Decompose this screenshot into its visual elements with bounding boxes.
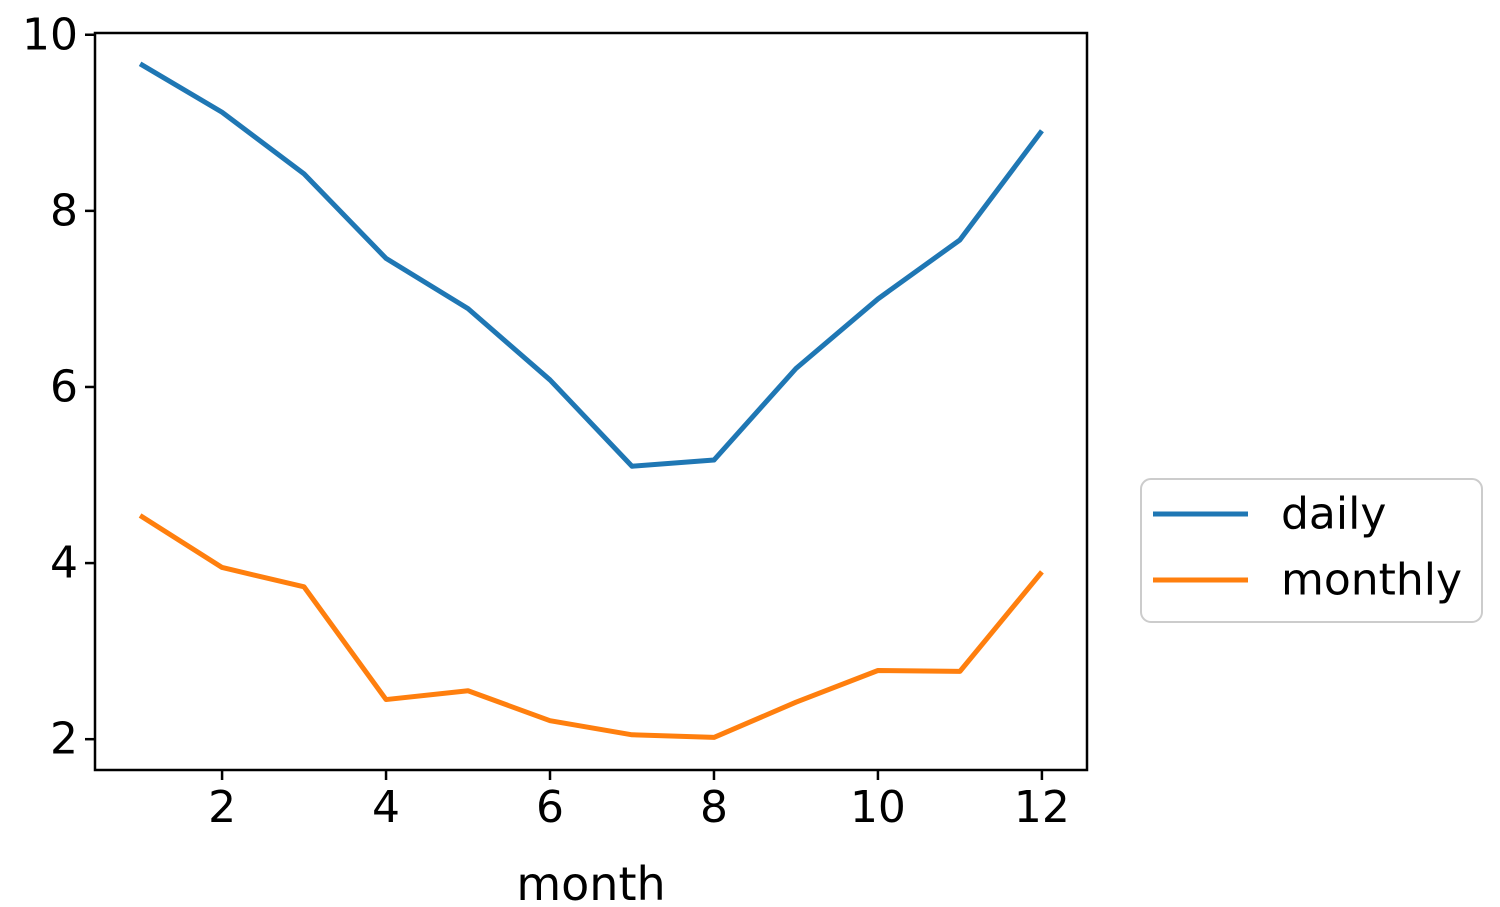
x-tick-label: 4 (372, 782, 400, 833)
daily-line (138, 61, 1044, 469)
y-tick-label: 2 (50, 714, 78, 765)
legend-monthly-label: monthly (1281, 555, 1462, 606)
y-tick-label: 10 (22, 9, 78, 60)
x-tick-label: 8 (700, 782, 728, 833)
plot-area (95, 33, 1087, 770)
y-tick-label: 6 (50, 361, 78, 412)
y-tick-label: 8 (50, 185, 78, 236)
x-tick-label: 12 (1014, 782, 1070, 833)
x-tick-label: 6 (536, 782, 564, 833)
y-tick-label: 4 (50, 538, 78, 589)
axes-spines (93, 31, 1089, 772)
x-tick-label: 2 (208, 782, 236, 833)
legend-daily-label: daily (1281, 489, 1386, 540)
monthly-line (138, 513, 1044, 740)
x-axis-label: month (516, 857, 665, 907)
x-tick-label: 10 (850, 782, 906, 833)
